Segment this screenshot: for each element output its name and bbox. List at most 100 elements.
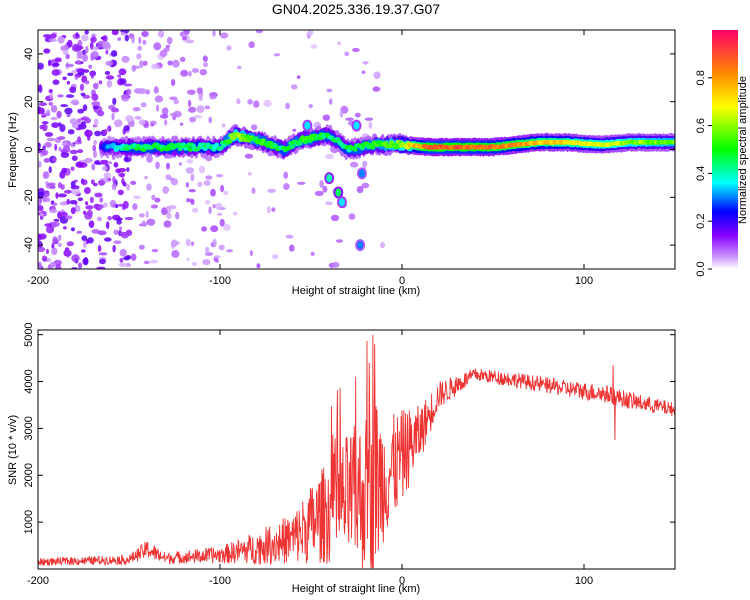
spectrogram-noise-blob [164, 119, 168, 126]
spectrogram-noise-blob [52, 202, 58, 207]
spectrogram-noise-blob [113, 240, 122, 244]
spectrogram-noise-blob [203, 180, 211, 186]
spectrogram-noise-blob [226, 249, 234, 253]
spectrogram-noise-blob [38, 261, 42, 269]
spectrogram-noise-blob [142, 60, 148, 66]
spectrogram-noise-blob [48, 166, 52, 174]
spectrogram-noise-blob [52, 79, 60, 85]
spectrogram-noise-blob [361, 182, 370, 189]
spectrogram-noise-blob [173, 99, 179, 105]
spectrogram-noise-blob [82, 240, 87, 249]
spectrogram-noise-blob [76, 59, 81, 65]
snr-ytick-label: 2000 [23, 463, 35, 487]
spectrogram-noise-blob [57, 193, 67, 198]
spectrogram-noise-blob [123, 83, 133, 87]
spectrogram-noise-blob [38, 102, 47, 107]
spectrogram-noise-blob [219, 218, 225, 227]
spectrogram-noise-blob [130, 253, 137, 261]
spectrogram-noise-blob [70, 143, 75, 148]
spectrogram-noise-blob [71, 188, 80, 196]
spectrogram-noise-blob [51, 69, 60, 76]
spectrogram-noise-blob [215, 202, 223, 210]
spectrogram-noise-blob [205, 175, 213, 180]
spectrogram-noise-blob [52, 236, 58, 244]
spectrogram-noise-blob [187, 99, 192, 107]
spectrogram-noise-blob [82, 49, 86, 56]
spectrogram-noise-blob [59, 201, 68, 206]
colorbar-tick-label: 0.6 [695, 118, 707, 133]
spectrogram-noise-blob [51, 247, 58, 255]
spectrogram-noise-blob [126, 183, 130, 191]
spectrogram-noise-blob [66, 198, 70, 205]
spectrogram-noise-blob [70, 99, 80, 106]
spectrogram-noise-blob [91, 93, 99, 102]
spectrogram-noise-blob [56, 110, 62, 119]
spectrogram-ridge-cell [300, 135, 306, 140]
spectrogram-noise-blob [69, 86, 77, 94]
spectrogram-noise-blob [179, 122, 184, 126]
spectrogram-noise-blob [118, 172, 126, 178]
spectrogram-noise-blob [188, 106, 197, 113]
spectrogram-noise-blob [289, 244, 295, 252]
spectrogram-noise-blob [38, 160, 42, 168]
spectrogram-feature-core [353, 121, 360, 130]
snr-ytick-label: 1000 [23, 510, 35, 534]
spectrogram-noise-blob [337, 41, 341, 46]
spectrogram-noise-blob [111, 107, 119, 113]
spectrogram-noise-blob [283, 183, 290, 190]
spectrogram-noise-blob [185, 238, 191, 247]
spectrogram-noise-blob [307, 30, 314, 36]
spectrogram-noise-blob [138, 213, 145, 218]
spectrogram-noise-blob [201, 226, 208, 232]
spectrogram-noise-blob [136, 53, 142, 60]
spectrogram-noise-blob [96, 266, 106, 269]
spectrogram-noise-blob [65, 53, 70, 60]
spectrogram-noise-blob [178, 162, 182, 166]
spectrogram-noise-blob [76, 68, 86, 74]
spectrogram-ridge-cell [394, 144, 400, 150]
spectrogram-noise-blob [167, 60, 173, 66]
spectrogram-noise-blob [263, 99, 272, 107]
spectrogram-noise-blob [162, 186, 170, 194]
spectrogram-noise-blob [57, 35, 65, 44]
spectrogram-ytick-label: -20 [23, 189, 35, 205]
spectrogram-noise-blob [48, 102, 54, 106]
spectrogram-noise-blob [121, 55, 130, 63]
spectrogram-noise-blob [86, 209, 93, 217]
spectrogram-noise-blob [96, 110, 105, 117]
spectrogram-noise-blob [84, 30, 89, 35]
spectrogram-noise-blob [102, 35, 108, 42]
spectrogram-noise-blob [354, 112, 361, 118]
spectrogram-noise-blob [97, 244, 101, 253]
spectrogram-noise-blob [58, 234, 62, 241]
spectrogram-noise-blob [233, 211, 238, 216]
snr-marks [38, 334, 675, 569]
spectrogram-noise-blob [173, 110, 182, 118]
spectrogram-noise-blob [138, 119, 146, 126]
spectrogram-marks [38, 30, 675, 269]
spectrogram-noise-blob [236, 65, 242, 70]
spectrogram-noise-blob [107, 125, 112, 132]
spectrogram-noise-blob [352, 47, 360, 53]
spectrogram-noise-blob [166, 205, 170, 211]
spectrogram-noise-blob [71, 69, 78, 74]
spectrogram-ytick-label: -40 [23, 237, 35, 253]
spectrogram-noise-blob [94, 192, 103, 198]
spectrogram-noise-blob [91, 101, 101, 107]
spectrogram-noise-blob [120, 32, 126, 36]
spectrogram-noise-blob [330, 214, 340, 222]
spectrogram-noise-blob [146, 218, 156, 226]
spectrogram-noise-blob [187, 89, 196, 95]
snr-ytick-label: 4000 [23, 369, 35, 393]
spectrogram-noise-blob [41, 255, 48, 262]
spectrogram-noise-blob [46, 137, 56, 142]
spectrogram-noise-blob [236, 98, 241, 105]
spectrogram-noise-blob [102, 41, 111, 49]
snr-series-line [38, 334, 675, 569]
spectrogram-noise-blob [339, 110, 344, 118]
spectrogram-noise-blob [124, 34, 129, 42]
spectrogram-ridge-cell [227, 139, 233, 144]
spectrogram-noise-blob [132, 203, 138, 211]
spectrogram-noise-blob [171, 241, 180, 245]
spectrogram-noise-blob [132, 107, 141, 112]
